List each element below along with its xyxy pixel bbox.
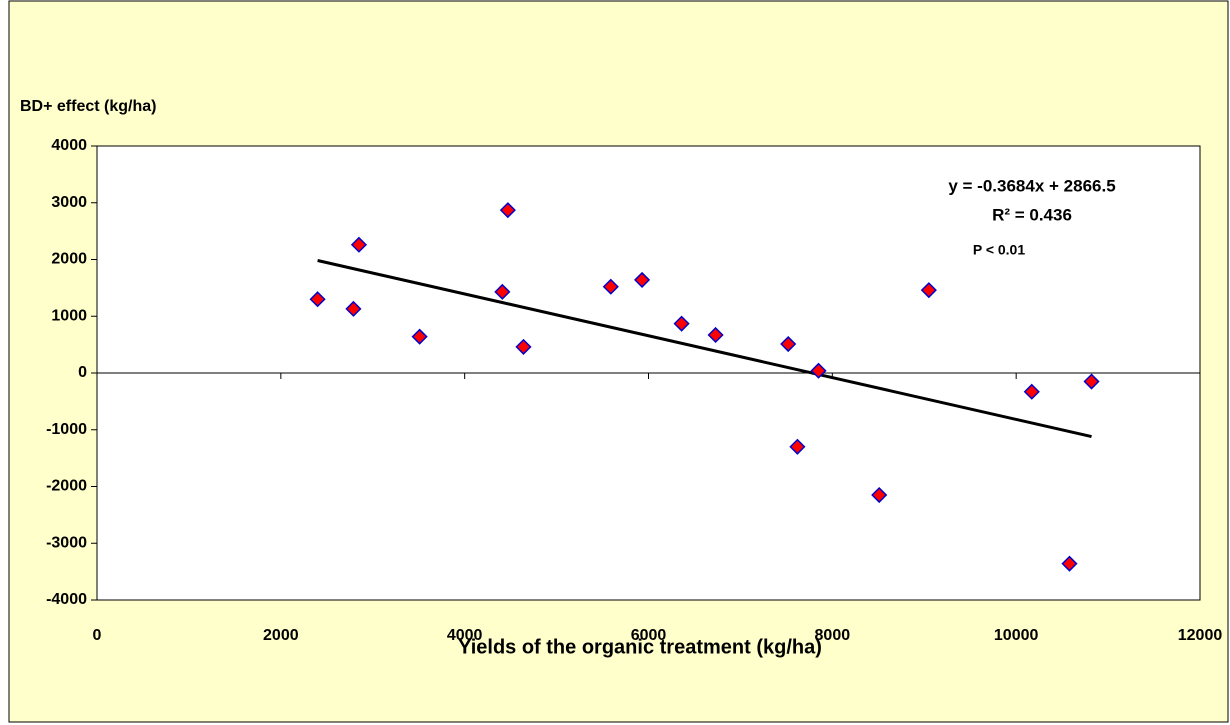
marker (789, 438, 806, 455)
y-tick-label: -2000 (46, 478, 87, 495)
x-tick-label: 0 (93, 627, 102, 644)
x-tick-label: 6000 (631, 627, 667, 644)
y-tick-label: 4000 (51, 137, 87, 154)
marker (871, 486, 888, 504)
marker (494, 283, 511, 300)
marker (515, 338, 532, 355)
marker (411, 328, 428, 345)
x-tick-label: 8000 (815, 627, 851, 644)
y-tick-label: -4000 (46, 591, 87, 608)
r-squared: R² = 0.436 (992, 205, 1072, 224)
marker (1083, 373, 1100, 390)
trendline (317, 259, 1092, 439)
marker (350, 236, 368, 253)
marker (345, 300, 362, 317)
marker (920, 282, 937, 299)
marker (634, 271, 651, 288)
y-tick-label: 2000 (51, 251, 87, 268)
marker (1023, 383, 1040, 400)
marker (707, 326, 724, 344)
marker (309, 291, 326, 308)
equation: y = -0.3684x + 2866.5 (948, 176, 1115, 195)
p-value: P < 0.01 (973, 242, 1026, 258)
y-tick-label: 0 (78, 364, 87, 381)
marker (810, 362, 827, 379)
marker (1061, 555, 1078, 572)
marker (602, 278, 619, 295)
y-tick-label: 1000 (51, 307, 87, 324)
y-tick-label: 3000 (51, 194, 87, 211)
y-tick-label: -3000 (46, 534, 87, 551)
y-tick-label: -1000 (46, 421, 87, 438)
x-tick-label: 10000 (994, 627, 1039, 644)
x-tick-label: 12000 (1178, 627, 1223, 644)
marker (673, 315, 690, 332)
marker (780, 335, 797, 353)
marker (499, 202, 516, 219)
x-tick-label: 4000 (447, 627, 483, 644)
y-axis-label: BD+ effect (kg/ha) (20, 98, 156, 115)
x-tick-label: 2000 (263, 627, 299, 644)
x-axis-label: Yields of the organic treatment (kg/ha) (458, 636, 822, 658)
